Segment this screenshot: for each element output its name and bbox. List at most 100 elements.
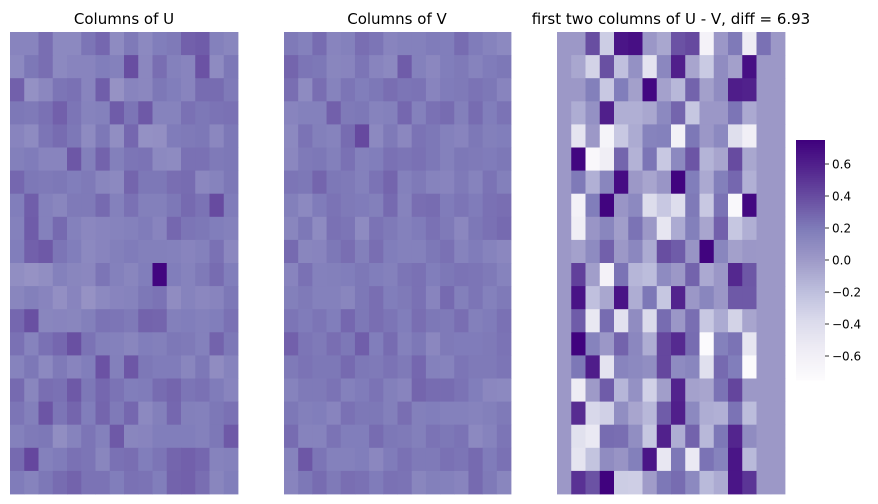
colorbar-strip [796, 304, 825, 307]
heatmap-cell [770, 239, 786, 264]
heatmap-cell [482, 124, 498, 148]
heatmap-cell [109, 309, 125, 333]
heatmap-cell [585, 447, 601, 472]
heatmap-cell [699, 55, 715, 79]
heatmap-cell [38, 55, 54, 79]
heatmap-cell [109, 378, 125, 402]
heatmap-cell [24, 32, 39, 56]
heatmap-cell [599, 401, 615, 426]
heatmap-cell [383, 55, 398, 79]
colorbar-gradient [796, 140, 825, 381]
colorbar-ticks: 0.6 0.4 0.2 0.0 −0.2 −0.4 −0.6 [825, 158, 861, 364]
heatmap-cell [52, 55, 68, 79]
heatmap-cell [109, 239, 125, 264]
heatmap-cell [209, 332, 225, 356]
colorbar-strip [796, 264, 825, 267]
heatmap-cell [571, 32, 586, 56]
heatmap-cell [24, 470, 39, 495]
colorbar-strip [796, 306, 825, 309]
heatmap-cell [369, 332, 384, 356]
heatmap-cell [770, 216, 786, 241]
heatmap-cell [369, 55, 384, 79]
heatmap-cell [124, 332, 139, 356]
heatmap-cell [95, 101, 111, 125]
heatmap-cell [383, 101, 398, 125]
heatmap-cell [52, 447, 68, 472]
colorbar-strip [796, 272, 825, 275]
colorbar-strip [796, 338, 825, 341]
heatmap-cell [354, 170, 370, 195]
heatmap-cell [326, 470, 342, 495]
colorbar-strip [796, 372, 825, 375]
heatmap-cell [298, 55, 313, 79]
heatmap-cell [383, 216, 398, 241]
heatmap-cell [728, 170, 743, 195]
heatmap-cell [166, 78, 182, 102]
heatmap-cell [340, 424, 356, 449]
heatmap-cell [52, 124, 68, 148]
heatmap-cell [454, 193, 469, 218]
heatmap-cell [369, 216, 384, 241]
heatmap-cell [138, 424, 153, 449]
heatmap-cell [425, 101, 441, 125]
heatmap-cell [124, 309, 139, 333]
heatmap-cell [454, 170, 469, 195]
heatmap-cell [312, 55, 327, 79]
heatmap-cell [67, 193, 82, 218]
heatmap-cell [181, 101, 196, 125]
heatmap-cell [354, 424, 370, 449]
heatmap-cell [312, 78, 327, 102]
heatmap-cell [152, 170, 168, 195]
colorbar-strip [796, 286, 825, 289]
heatmap-cell [67, 447, 82, 472]
heatmap-cell [195, 424, 210, 449]
heatmap-cell [685, 32, 700, 56]
heatmap-cell [454, 32, 469, 56]
heatmap-cell [24, 55, 39, 79]
heatmap-cell [671, 147, 686, 171]
heatmap-cell [713, 55, 729, 79]
heatmap-cell [369, 101, 384, 125]
heatmap-cell [81, 309, 96, 333]
colorbar-strip [796, 290, 825, 293]
heatmap-cell [354, 263, 370, 287]
heatmap-cell [614, 147, 629, 171]
heatmap-cell [728, 78, 743, 102]
heatmap-cell [326, 170, 342, 195]
heatmap-cell [369, 286, 384, 310]
heatmap-cell [326, 309, 342, 333]
heatmap-cell [223, 401, 239, 426]
heatmap-cell [52, 355, 68, 379]
heatmap-cell [656, 355, 672, 379]
colorbar-strip [796, 366, 825, 369]
heatmap-cell [671, 447, 686, 472]
colorbar-strip [796, 206, 825, 209]
heatmap-cell [109, 170, 125, 195]
heatmap-cell [383, 124, 398, 148]
heatmap-cell [124, 101, 139, 125]
heatmap-cell [10, 216, 25, 241]
heatmap-cell [440, 286, 455, 310]
heatmap-cell [95, 355, 111, 379]
heatmap-cell [354, 332, 370, 356]
heatmap-cell [628, 332, 643, 356]
heatmap-cell [599, 78, 615, 102]
heatmap-cell [312, 193, 327, 218]
heatmap-cell [209, 32, 225, 56]
heatmap-cell [24, 378, 39, 402]
heatmap-cell [383, 147, 398, 171]
heatmap-cell [411, 78, 427, 102]
heatmap-cell [124, 55, 139, 79]
heatmap-cell [38, 470, 54, 495]
heatmap-cell [195, 286, 210, 310]
heatmap-cell [454, 78, 469, 102]
heatmap-cell [557, 286, 572, 310]
heatmap-cell [152, 424, 168, 449]
heatmap-cell [440, 447, 455, 472]
heatmap-cell [770, 378, 786, 402]
heatmap-cell [81, 147, 96, 171]
heatmap-cell [354, 78, 370, 102]
heatmap-cell [571, 170, 586, 195]
heatmap-cell [756, 216, 772, 241]
heatmap-cell [482, 286, 498, 310]
